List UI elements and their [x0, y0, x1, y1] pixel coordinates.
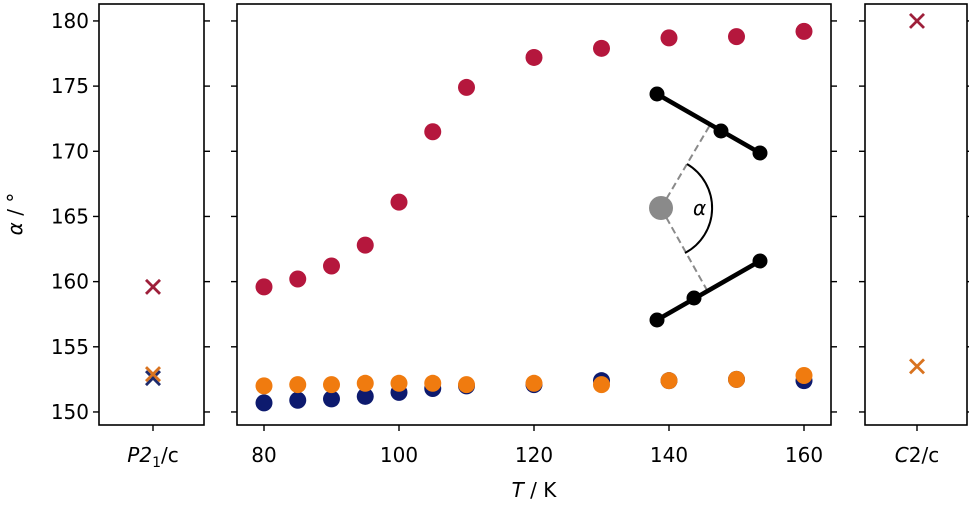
y-tick-label: 160 [51, 270, 89, 294]
inset-lower-bar [655, 259, 762, 322]
inset-center-atom [649, 196, 673, 220]
left-panel-category-label: P21/c [127, 443, 178, 471]
side-panel-markers [145, 12, 925, 387]
data-point [458, 78, 475, 96]
x-tick-label: 120 [515, 443, 553, 467]
data-point [660, 29, 678, 47]
data-point [660, 372, 678, 390]
right-panel-frame [864, 3, 968, 426]
angle-schematic-inset: α [649, 86, 768, 328]
data-point [593, 39, 610, 57]
inset-lower-atom-left [649, 312, 665, 328]
x-marker [145, 278, 161, 295]
data-point [458, 376, 475, 394]
left-panel-frame [98, 3, 205, 426]
y-tick-label: 175 [51, 74, 89, 98]
inset-upper-atom-left [649, 86, 665, 102]
inset-lower-atom-right [752, 253, 768, 269]
inset-upper-atom-right [752, 145, 768, 161]
data-point [255, 394, 273, 412]
data-point [525, 48, 543, 66]
y-tick-label: 165 [51, 204, 89, 228]
inset-upper-bar [655, 92, 762, 155]
data-point [289, 376, 307, 394]
y-tick-label: 170 [51, 139, 89, 163]
data-point [289, 270, 307, 288]
data-point [323, 376, 340, 394]
inset-angle-arc [684, 163, 714, 254]
y-axis-ticks: 150 155 160 165 170 175 180 [51, 9, 969, 424]
data-point [255, 377, 273, 395]
x-axis-ticks: 80 100 120 140 160 [251, 425, 823, 467]
y-axis-label: α / ° [3, 193, 27, 236]
data-point [424, 374, 442, 392]
inset-dashed-lower [660, 207, 709, 293]
data-point [356, 236, 374, 254]
inset-dashed-upper [660, 124, 711, 209]
data-point [323, 390, 340, 408]
x-tick-label: 100 [380, 443, 418, 467]
main-panel-frame [236, 3, 832, 426]
data-point [356, 387, 374, 405]
inset-upper-atom-mid [713, 123, 729, 139]
x-axis-label: T / K [512, 478, 558, 502]
data-point [525, 374, 543, 392]
inset-lower-atom-mid [686, 290, 702, 306]
x-tick-label: 160 [785, 443, 823, 467]
data-point [593, 376, 610, 394]
y-tick-label: 150 [51, 400, 89, 424]
data-point [289, 391, 307, 409]
y-tick-label: 180 [51, 9, 89, 33]
data-point [356, 374, 374, 392]
right-panel-category-label: C2/c [895, 443, 939, 467]
data-point [728, 370, 745, 388]
y-tick-label: 155 [51, 335, 89, 359]
x-marker [909, 12, 925, 29]
inset-angle-label: α [693, 196, 706, 220]
data-series [255, 22, 813, 412]
data-point [795, 22, 813, 40]
data-point [323, 257, 340, 275]
x-marker [145, 370, 161, 387]
data-point [795, 366, 813, 384]
data-point [390, 374, 408, 392]
x-marker [145, 366, 161, 383]
data-point [255, 278, 273, 296]
data-point [424, 123, 442, 141]
data-point [390, 193, 408, 211]
x-tick-label: 140 [650, 443, 688, 467]
x-marker [909, 358, 925, 375]
x-tick-label: 80 [251, 443, 276, 467]
data-point [728, 28, 745, 46]
